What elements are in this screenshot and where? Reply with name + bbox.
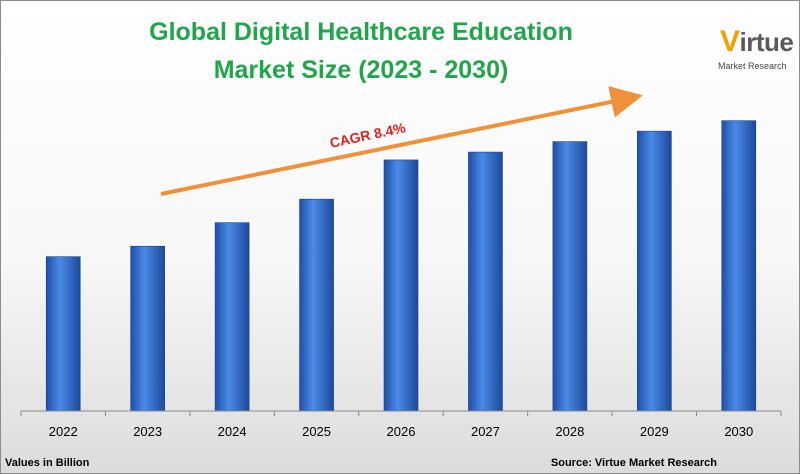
logo-wordmark: Virtue <box>720 25 794 59</box>
x-tick-label-2027: 2027 <box>471 424 500 439</box>
bar-2023 <box>130 245 165 412</box>
values-unit-note: Values in Billion <box>5 457 90 469</box>
x-tick-label-2026: 2026 <box>387 424 416 439</box>
x-tick-label-2030: 2030 <box>724 424 753 439</box>
bar-2025 <box>299 198 334 412</box>
bar-2024 <box>214 222 250 412</box>
bar-2022 <box>45 256 81 412</box>
x-tick-label-2024: 2024 <box>218 424 247 439</box>
logo-word-rest: irtue <box>739 27 794 57</box>
x-tick-label-2025: 2025 <box>302 424 331 439</box>
chart-title-line1: Global Digital Healthcare Education <box>149 18 573 46</box>
cagr-arrow <box>160 86 643 196</box>
bar-2027 <box>468 151 503 412</box>
x-tick-label-2028: 2028 <box>555 424 584 439</box>
virtue-logo: Virtue Market Research <box>704 11 794 95</box>
logo-v-letter: V <box>720 25 740 58</box>
logo-subtitle: Market Research <box>718 61 787 71</box>
bar-2029 <box>637 130 672 412</box>
x-tick-label-2029: 2029 <box>640 424 669 439</box>
bar-2026 <box>383 159 419 412</box>
bar-2030 <box>721 120 757 412</box>
x-tick-label-2022: 2022 <box>49 424 78 439</box>
bar-2028 <box>552 141 588 412</box>
chart-title-line2: Market Size (2023 - 2030) <box>213 56 509 84</box>
x-tick-label-2023: 2023 <box>133 424 162 439</box>
source-note: Source: Virtue Market Research <box>550 457 717 469</box>
